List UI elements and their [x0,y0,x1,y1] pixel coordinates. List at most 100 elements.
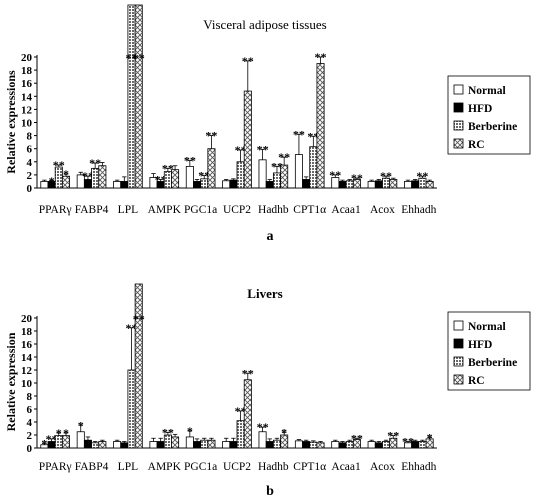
panel-label-b: b [266,484,274,499]
chart-a-bar [113,181,122,189]
chart-b-bar [309,441,318,449]
chart-b-y-tick-label: 18 [21,326,33,338]
chart-b-bar [302,441,311,449]
chart-b-significance-mark: ** [133,312,145,326]
chart-a-significance-mark: ** [271,159,283,173]
chart-a-significance-mark: ** [53,158,65,172]
chart-b-legend-label: RC [468,375,485,387]
chart-a-y-tick-label: 18 [21,65,33,77]
chart-b-legend-swatch [453,374,464,385]
chart-a-bar [98,165,107,189]
chart-a-bar [258,159,267,189]
chart-a-significance-mark: ** [242,54,254,68]
chart-a-bar [316,63,325,189]
chart-b-y-tick-label: 4 [27,417,33,429]
chart-a-significance-mark: ** [278,150,290,164]
chart-a-significance-mark: ** [293,127,305,141]
chart-a-significance-mark: ** [198,169,210,183]
chart-a-category-label: Acox [370,204,395,216]
chart-a-y-tick-label: 10 [21,118,33,130]
chart-a-significance-mark: ** [416,169,428,183]
chart-a-title: Visceral adipose tissues [203,17,326,32]
chart-b-bar [156,441,165,449]
chart-b-significance-mark: ** [387,429,399,443]
chart-a-bar [185,165,194,189]
chart-a-legend-label: Normal [468,85,506,97]
chart-a-significance-mark: ** [82,169,94,183]
chart-b-legend-swatch [453,338,464,349]
chart-a-legend-swatch [453,138,464,149]
chart-b-bar [185,436,194,449]
chart-b-legend-swatch [453,320,464,331]
chart-b-significance-mark: * [427,431,433,445]
chart-a-category-label: Acaa1 [331,204,361,216]
chart-a-y-tick-label: 12 [21,104,33,116]
chart-b-y-tick-label: 14 [21,352,33,364]
chart-a-legend-label: Berberine [468,121,517,133]
panel-label-a: a [267,229,274,244]
chart-b-bar [171,436,180,449]
chart-a-category-label: PGC1a [184,204,217,216]
chart-a-significance-mark: ** [89,156,101,170]
chart-a-significance-mark: ** [162,161,174,175]
chart-b-category-label: LPL [118,461,138,473]
chart-a-bar [207,148,216,189]
chart-b-bar [149,441,158,449]
chart-b-category-label: Ehhadh [401,461,436,473]
chart-a-bar [338,181,347,189]
chart-b-category-label: Acox [370,461,395,473]
chart-b-bar [76,431,85,449]
chart-b-bar [294,440,303,449]
chart-a-category-label: LPL [118,204,138,216]
chart-a-y-tick-label: 4 [27,157,33,169]
chart-b-y-tick-label: 6 [27,404,33,416]
chart-a-legend-label: HFD [468,103,492,115]
chart-a-legend-swatch [453,102,464,113]
chart-b-bar [113,441,122,449]
chart-a-significance-mark: ** [126,51,138,65]
chart-b-category-label: FABP4 [75,461,109,473]
chart-a-bar [309,146,318,189]
chart-b-y-tick-label: 16 [21,339,33,351]
chart-a-bar [389,179,398,189]
chart-a-bar [243,90,252,189]
chart-b-category-label: AMPK [148,461,182,473]
chart-b-legend-label: Normal [468,321,506,333]
chart-b-significance-mark: * [63,426,69,440]
chart-a-category-label: AMPK [148,204,182,216]
chart-b-y-tick-label: 8 [27,391,33,403]
chart-b-bar [134,283,143,449]
chart-b-bar [265,441,274,449]
chart-b-bar [98,441,107,449]
chart-a-significance-mark: ** [351,171,363,185]
chart-b-bar [91,442,100,449]
chart-b-title: Livers [247,286,282,301]
chart-b-legend: Normal HFD Berberine RC [447,311,531,391]
chart-a-significance-mark: ** [257,142,269,156]
chart-a-significance-mark: ** [235,143,247,157]
chart-b-significance-mark: * [41,436,47,450]
chart-b-y-tick-label: 12 [21,365,33,377]
chart-b-bar [338,442,347,449]
chart-a-legend: Normal HFD Berberine RC [447,75,531,155]
chart-a-significance-mark: ** [315,50,327,64]
chart-b-category-label: PPARγ [39,461,72,473]
chart-a-category-label: FABP4 [75,204,109,216]
chart-a-y-tick-label: 0 [27,183,33,195]
chart-b-bar [236,420,245,449]
chart-a-bar [40,181,49,189]
chart-a-y-tick-label: 16 [21,78,33,90]
chart-b-legend-label: Berberine [468,357,517,369]
chart-a-significance-mark: ** [307,129,319,143]
chart-b-bar [272,439,281,449]
chart-b-bar [83,439,92,449]
chart-b-significance-mark: ** [351,431,363,445]
chart-b-bar [200,439,209,449]
chart-a-bar [367,181,376,189]
chart-a-significance-mark: * [63,167,69,181]
chart-b-significance-mark: * [187,424,193,438]
chart-b-significance-mark: ** [162,425,174,439]
chart-b-bar [243,379,252,449]
chart-a-significance-mark: * [49,174,55,188]
